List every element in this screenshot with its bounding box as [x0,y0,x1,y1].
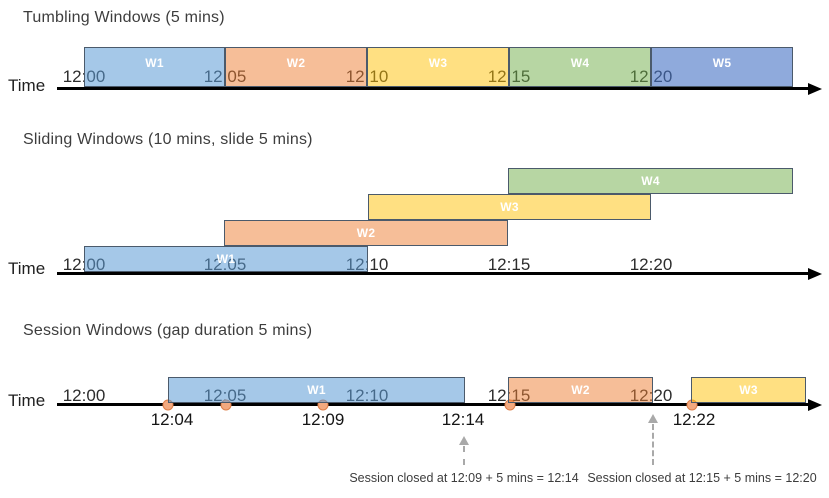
event-dot-1222 [686,399,698,411]
sliding-window-w4: W4 [508,168,793,194]
session-window-w2: W2 [508,377,653,403]
dashed-arrow-line [652,424,654,465]
event-time-label-1222: 12:22 [672,410,716,429]
session-tick-1200: 12:00 [62,386,106,405]
session-close-annotation-2: Session closed at 12:15 + 5 mins = 12:20 [587,471,817,485]
session-window-w3: W3 [691,377,806,403]
window-label: W3 [428,56,448,70]
tumbling-window-w4: W4 [509,47,651,87]
session-title: Session Windows (gap duration 5 mins) [23,322,313,339]
session-timeline-arrowhead-icon [808,398,822,411]
event-time-label-1204: 12:04 [150,410,194,429]
sliding-tick-1220: 12:20 [629,255,673,274]
window-label: W1 [307,383,326,397]
sliding-title: Sliding Windows (10 mins, slide 5 mins) [23,131,313,148]
sliding-time-axis-label: Time [8,259,46,278]
session-window-w1: W1 [168,377,465,403]
tumbling-window-w2: W2 [225,47,367,87]
sliding-timeline [57,272,810,275]
window-label: W2 [571,383,590,397]
sliding-window-w1: W1 [84,246,368,272]
window-label: W4 [570,56,590,70]
window-label: W2 [356,226,376,240]
window-label: W2 [286,56,306,70]
tumbling-window-w1: W1 [84,47,225,87]
session-time-axis-label: Time [8,391,46,410]
sliding-window-w3: W3 [368,194,651,220]
tumbling-title: Tumbling Windows (5 mins) [23,9,225,26]
sliding-tick-1215: 12:15 [487,255,531,274]
session-close-annotation-1: Session closed at 12:09 + 5 mins = 12:14 [349,471,579,485]
tumbling-window-w5: W5 [651,47,793,87]
dashed-arrowhead-icon [648,414,658,423]
window-label: W4 [641,174,660,188]
tumbling-window-w3: W3 [367,47,509,87]
sliding-timeline-arrowhead-icon [808,267,822,280]
tumbling-timeline-arrowhead-icon [808,82,822,95]
dashed-arrowhead-icon [459,436,469,445]
window-label: W3 [739,383,758,397]
window-label: W1 [145,56,164,70]
dashed-arrow-line [463,446,465,465]
event-time-label-1214: 12:14 [441,410,485,429]
window-label: W5 [712,56,732,70]
window-label: W3 [500,200,519,214]
window-label: W1 [216,252,236,266]
tumbling-timeline [57,87,810,90]
event-time-label-1209: 12:09 [301,410,345,429]
tumbling-time-axis-label: Time [8,76,46,95]
sliding-window-w2: W2 [224,220,508,246]
session-timeline [57,403,810,406]
